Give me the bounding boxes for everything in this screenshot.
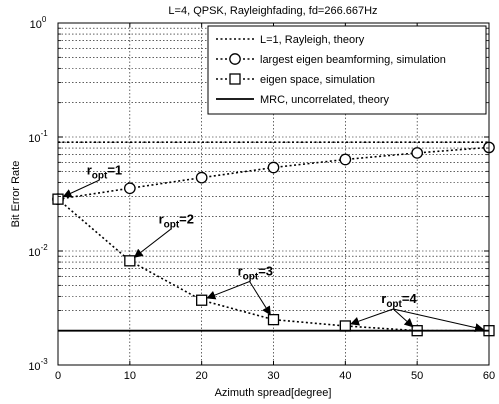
annotation-arrow (392, 308, 414, 328)
y-tick-label: 10-3 (28, 357, 48, 373)
square-marker (196, 294, 208, 306)
circle-marker (411, 147, 424, 159)
legend-entry: MRC, uncorrelated, theory (216, 94, 389, 106)
x-tick-label: 10 (124, 370, 136, 382)
square-marker (267, 313, 280, 326)
circle-marker (195, 171, 208, 184)
legend-entry: eigen space, simulation (216, 73, 375, 86)
x-tick-label: 50 (411, 370, 423, 382)
annotation-arrow (393, 308, 485, 332)
circle-marker (267, 161, 280, 174)
x-tick-label: 0 (55, 370, 61, 382)
square-marker (229, 73, 241, 85)
legend-entry: L=1, Rayleigh, theory (216, 34, 365, 46)
legend-label: MRC, uncorrelated, theory (260, 94, 389, 106)
annotation-arrow (206, 281, 250, 300)
x-tick-label: 20 (196, 370, 208, 382)
annotation: ropt=1 (62, 162, 122, 198)
x-tick-label: 60 (483, 370, 495, 382)
y-tick-label: 10-2 (28, 243, 48, 259)
y-tick-label: 100 (30, 15, 47, 31)
y-axis-label: Bit Error Rate (10, 161, 22, 228)
annotation-arrow (249, 281, 271, 316)
annotations: ropt=1 ropt=2 ropt=3 ropt=4 (62, 162, 485, 332)
annotation-label: ropt=1 (87, 162, 122, 181)
annotation-label: ropt=4 (381, 291, 417, 310)
annotation-label: ropt=3 (238, 263, 273, 282)
legend-entry: largest eigen beamforming, simulation (216, 53, 446, 66)
legend: L=1, Rayleigh, theory largest eigen beamf… (207, 25, 487, 115)
annotation-arrow (62, 179, 99, 198)
legend-label: L=1, Rayleigh, theory (260, 34, 365, 46)
legend-label: eigen space, simulation (260, 74, 375, 86)
square-marker (339, 320, 351, 332)
legend-box (207, 25, 487, 115)
annotation-arrow (350, 308, 394, 326)
square-marker (124, 255, 136, 267)
circle-marker (339, 153, 352, 166)
y-tick-label: 10-1 (28, 129, 48, 145)
x-tick-label: 30 (267, 370, 279, 382)
x-axis-label: Azimuth spread[degree] (215, 387, 332, 399)
annotation-label: ropt=2 (159, 211, 194, 230)
annotation: ropt=2 (133, 211, 194, 258)
ticks: 0 10 20 30 40 50 60 10-3 10-2 10-1 100 (28, 15, 495, 382)
annotation-arrow (133, 228, 171, 258)
legend-label: largest eigen beamforming, simulation (260, 54, 446, 66)
chart-title: L=4, QPSK, Rayleighfading, fd=266.667Hz (168, 5, 377, 17)
circle-marker (123, 182, 136, 195)
x-tick-label: 40 (339, 370, 351, 382)
annotation: ropt=4 (350, 291, 485, 332)
annotation: ropt=3 (206, 263, 273, 316)
circle-marker (229, 53, 241, 65)
